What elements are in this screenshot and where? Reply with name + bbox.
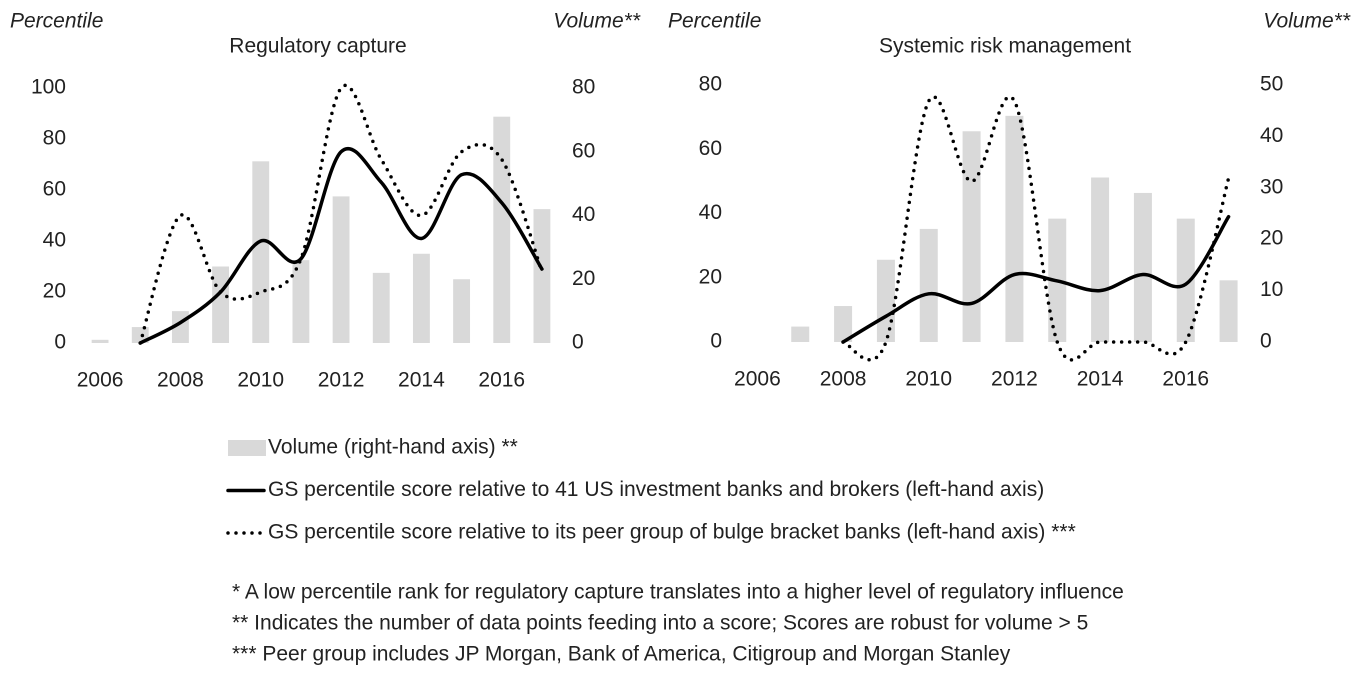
- bar: [372, 272, 390, 343]
- bar: [533, 209, 551, 343]
- y2-tick-label: 10: [1260, 278, 1283, 301]
- y2-tick-label: 80: [572, 76, 595, 99]
- x-tick-label: 2014: [398, 369, 445, 392]
- y2-tick-label: 20: [572, 267, 595, 290]
- bar: [1133, 192, 1152, 342]
- legend-swatch: [228, 440, 266, 456]
- y-axis-label: Percentile: [668, 10, 761, 33]
- line: [138, 83, 544, 345]
- x-tick-label: 2016: [478, 369, 525, 392]
- line: [138, 147, 544, 345]
- bar: [91, 339, 109, 343]
- y-tick-label: 20: [699, 265, 722, 288]
- x-tick-label: 2008: [157, 369, 204, 392]
- x-tick-label: 2012: [318, 369, 365, 392]
- x-tick-label: 2012: [991, 368, 1038, 391]
- y-tick-label: 60: [699, 137, 722, 160]
- y2-axis-label: Volume**: [1263, 10, 1351, 33]
- bar: [252, 161, 270, 343]
- y-tick-label: 40: [43, 229, 66, 252]
- x-tick-label: 2010: [905, 368, 952, 391]
- y-axis-label: Percentile: [10, 10, 103, 33]
- bar: [212, 266, 230, 343]
- legend-label: GS percentile score relative to its peer…: [268, 521, 1076, 544]
- bar: [332, 196, 350, 343]
- y-tick-label: 60: [43, 178, 66, 201]
- y2-tick-label: 0: [1260, 330, 1272, 353]
- footnote: ** Indicates the number of data points f…: [232, 612, 1088, 635]
- y-tick-label: 20: [43, 280, 66, 303]
- y2-tick-label: 60: [572, 139, 595, 162]
- y-tick-label: 40: [699, 201, 722, 224]
- chart-title: Systemic risk management: [879, 35, 1131, 58]
- bar: [1219, 280, 1238, 342]
- chart-title: Regulatory capture: [229, 35, 406, 58]
- y-tick-label: 0: [54, 331, 66, 354]
- y2-tick-label: 0: [572, 331, 584, 354]
- y2-tick-label: 40: [572, 203, 595, 226]
- bar: [919, 228, 938, 342]
- y2-axis-label: Volume**: [553, 10, 641, 33]
- bar: [876, 259, 895, 342]
- x-tick-label: 2016: [1162, 368, 1209, 391]
- line: [841, 95, 1231, 362]
- bar: [1176, 218, 1195, 342]
- y2-tick-label: 30: [1260, 175, 1283, 198]
- footnote: * A low percentile rank for regulatory c…: [232, 581, 1124, 604]
- y2-tick-label: 50: [1260, 73, 1283, 96]
- bar: [412, 253, 430, 343]
- x-tick-label: 2006: [734, 368, 781, 391]
- y2-tick-label: 20: [1260, 227, 1283, 250]
- x-tick-label: 2010: [237, 369, 284, 392]
- y-tick-label: 0: [710, 330, 722, 353]
- bar: [791, 326, 810, 342]
- bar: [493, 116, 511, 343]
- y-tick-label: 100: [31, 76, 66, 99]
- bar: [1091, 177, 1110, 342]
- legend-label: Volume (right-hand axis) **: [268, 436, 518, 459]
- x-tick-label: 2014: [1077, 368, 1124, 391]
- bar: [453, 279, 471, 343]
- bar: [292, 260, 310, 343]
- line: [841, 214, 1231, 344]
- bar: [962, 131, 981, 342]
- bar: [834, 306, 853, 342]
- y-tick-label: 80: [43, 127, 66, 150]
- bar: [131, 327, 149, 343]
- x-tick-label: 2008: [820, 368, 867, 391]
- y-tick-label: 80: [699, 73, 722, 96]
- x-tick-label: 2006: [77, 369, 124, 392]
- footnote: *** Peer group includes JP Morgan, Bank …: [232, 643, 1011, 666]
- legend-label: GS percentile score relative to 41 US in…: [268, 478, 1044, 501]
- y2-tick-label: 40: [1260, 124, 1283, 147]
- bar: [1005, 115, 1024, 342]
